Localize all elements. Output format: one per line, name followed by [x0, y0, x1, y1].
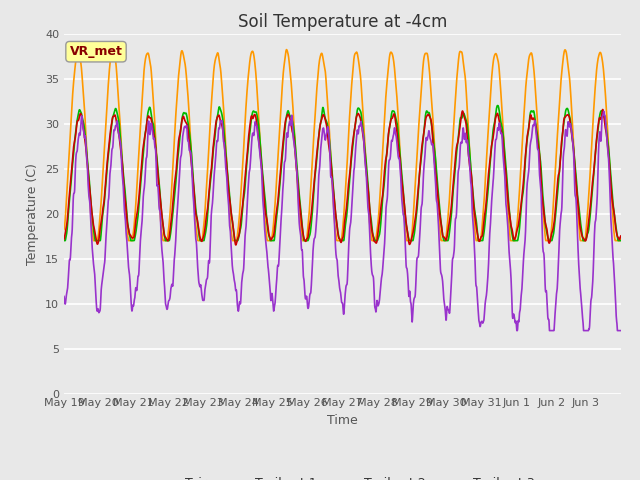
Tsoil set 3	[510, 238, 518, 243]
Tsoil set 2	[376, 189, 384, 195]
Text: VR_met: VR_met	[70, 45, 122, 58]
Tair	[236, 299, 244, 304]
Title: Soil Temperature at -4cm: Soil Temperature at -4cm	[237, 12, 447, 31]
Y-axis label: Temperature (C): Temperature (C)	[26, 163, 40, 264]
Tair	[60, 294, 68, 300]
Tsoil set 1	[542, 221, 550, 227]
Tair	[609, 258, 617, 264]
Tsoil set 1	[617, 233, 625, 239]
Tsoil set 3	[116, 125, 124, 131]
Tsoil set 1	[232, 242, 240, 248]
Tair	[116, 136, 124, 142]
Line: Tsoil set 3: Tsoil set 3	[64, 106, 621, 240]
Tsoil set 2	[609, 221, 617, 227]
Line: Tair: Tair	[64, 111, 621, 331]
X-axis label: Time: Time	[327, 414, 358, 427]
Tsoil set 1	[510, 237, 518, 242]
Tsoil set 2	[542, 238, 550, 243]
Tsoil set 3	[609, 201, 617, 207]
Tair	[542, 289, 550, 295]
Tsoil set 3	[376, 230, 383, 236]
Tsoil set 3	[542, 223, 550, 228]
Tsoil set 2	[236, 204, 244, 210]
Line: Tsoil set 2: Tsoil set 2	[64, 49, 621, 240]
Tsoil set 2	[511, 238, 518, 243]
Tair	[600, 108, 607, 114]
Tsoil set 1	[236, 225, 244, 231]
Tair	[510, 312, 518, 318]
Tsoil set 1	[116, 137, 124, 143]
Tsoil set 2	[116, 117, 124, 122]
Tsoil set 1	[599, 107, 607, 112]
Tsoil set 1	[609, 205, 617, 211]
Tsoil set 2	[617, 236, 625, 242]
Line: Tsoil set 1: Tsoil set 1	[64, 109, 621, 245]
Tsoil set 3	[493, 103, 501, 108]
Tsoil set 3	[236, 229, 244, 235]
Tair	[617, 328, 625, 334]
Tsoil set 1	[376, 214, 384, 220]
Tsoil set 3	[617, 238, 625, 243]
Tsoil set 2	[60, 227, 68, 232]
Tsoil set 2	[283, 47, 291, 52]
Tair	[513, 328, 521, 334]
Tsoil set 1	[60, 236, 68, 242]
Tsoil set 2	[90, 238, 97, 243]
Tsoil set 3	[60, 238, 68, 243]
Tair	[376, 294, 383, 300]
Legend: Tair, Tsoil set 1, Tsoil set 2, Tsoil set 3: Tair, Tsoil set 1, Tsoil set 2, Tsoil se…	[145, 472, 540, 480]
